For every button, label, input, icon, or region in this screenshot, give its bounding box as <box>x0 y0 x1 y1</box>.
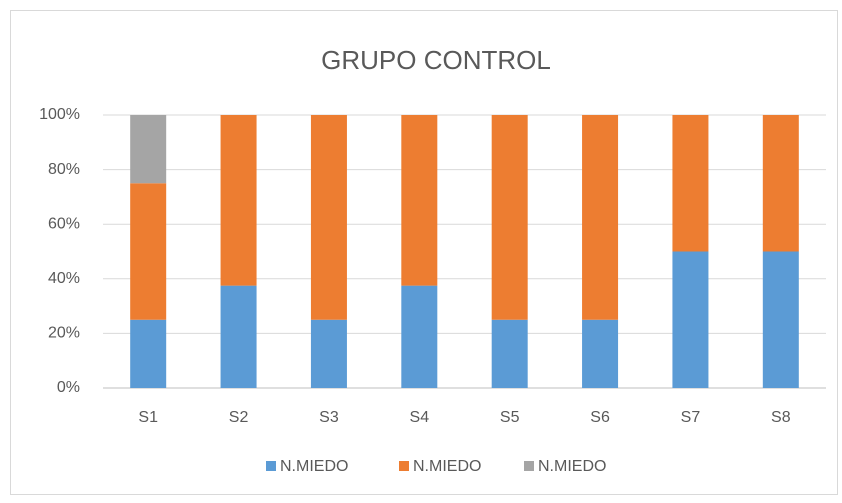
bar-segment <box>130 183 167 320</box>
y-tick-label: 20% <box>48 325 80 342</box>
bar-segment <box>401 285 438 388</box>
bar-segment <box>582 319 619 388</box>
y-tick-label: 0% <box>57 379 80 396</box>
x-tick-label: S4 <box>410 409 430 426</box>
legend-label: N.MIEDO <box>280 458 348 475</box>
chart-title: GRUPO CONTROL <box>321 45 551 75</box>
legend-swatch <box>524 461 534 471</box>
bar-segment <box>762 115 799 252</box>
x-tick-label: S5 <box>500 409 520 426</box>
bar-segment <box>491 319 528 388</box>
y-tick-label: 80% <box>48 161 80 178</box>
y-tick-label: 40% <box>48 270 80 287</box>
bar-segment <box>582 115 619 320</box>
bar-segment <box>672 115 709 252</box>
legend-swatch <box>399 461 409 471</box>
bar-segment <box>220 115 257 286</box>
bar-segment <box>310 115 347 320</box>
x-tick-label: S6 <box>590 409 610 426</box>
x-tick-label: S8 <box>771 409 791 426</box>
bar-segment <box>491 115 528 320</box>
legend-label: N.MIEDO <box>413 458 481 475</box>
bar-segment <box>401 115 438 286</box>
x-tick-label: S7 <box>681 409 701 426</box>
x-tick-label: S2 <box>229 409 249 426</box>
x-tick-label: S3 <box>319 409 339 426</box>
bar-segment <box>762 251 799 388</box>
y-tick-label: 60% <box>48 215 80 232</box>
y-tick-label: 100% <box>39 106 80 123</box>
bar-segment <box>130 319 167 388</box>
bar-segment <box>310 319 347 388</box>
x-tick-label: S1 <box>138 409 158 426</box>
bar-segment <box>130 115 167 184</box>
legend-label: N.MIEDO <box>538 458 606 475</box>
bar-segment <box>220 285 257 388</box>
bar-segment <box>672 251 709 388</box>
legend-swatch <box>266 461 276 471</box>
